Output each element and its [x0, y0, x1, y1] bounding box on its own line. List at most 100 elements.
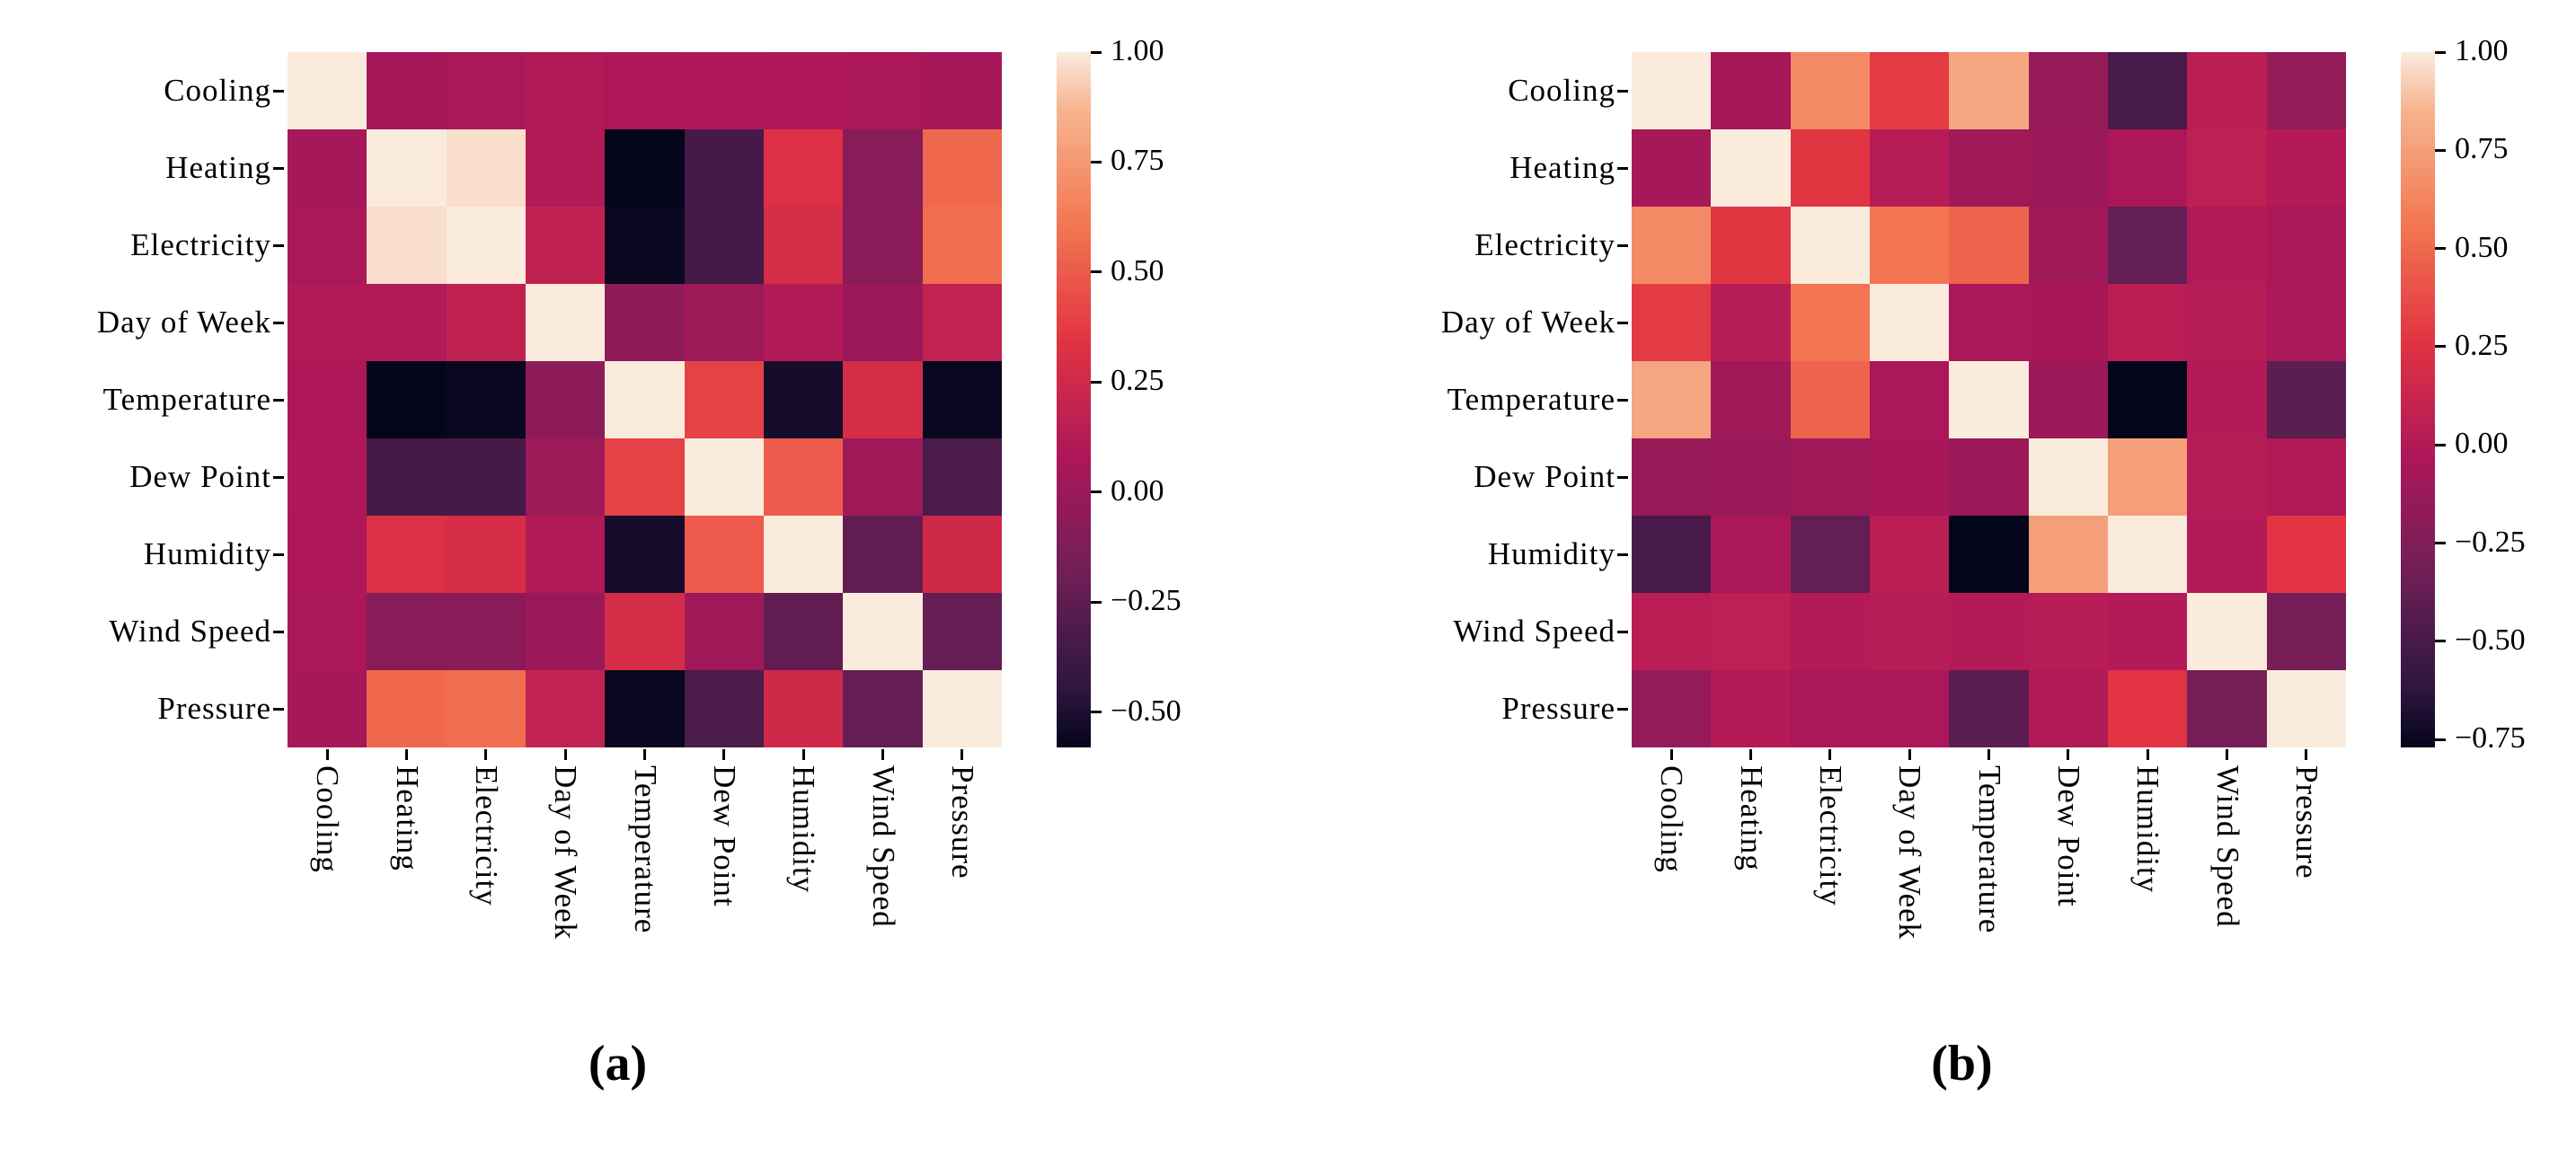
colorbar-tick-label: −0.50 [2455, 623, 2526, 658]
heatmap-cell [367, 207, 447, 284]
heatmap-cell [2266, 670, 2346, 747]
y-tick-mark [273, 552, 284, 556]
heatmap-cell [764, 593, 844, 670]
heatmap-cell [2187, 284, 2267, 361]
caption-b: (b) [1605, 1035, 2319, 1092]
heatmap-cell [2108, 516, 2188, 593]
heatmap-cell [843, 670, 923, 747]
heatmap-cell [446, 438, 526, 516]
x-tick-mark [1908, 749, 1911, 760]
x-tick-mark [1987, 749, 1990, 760]
y-axis-label: Temperature [1447, 382, 1616, 417]
heatmap-cell [684, 670, 764, 747]
x-axis-label: Pressure [944, 765, 980, 879]
heatmap-cell [764, 516, 844, 593]
colorbar-tick-label: −0.50 [1111, 694, 1182, 729]
heatmap-cell [843, 361, 923, 438]
heatmap-cell [1949, 129, 2029, 207]
heatmap-cell [922, 129, 1002, 207]
heatmap-cell [2108, 670, 2188, 747]
heatmap-cell [2028, 670, 2108, 747]
colorbar-tick-mark [1091, 380, 1102, 384]
heatmap-cell [684, 361, 764, 438]
y-axis-label: Temperature [102, 382, 271, 417]
heatmap-cell [1949, 361, 2029, 438]
heatmap-cell [2187, 516, 2267, 593]
heatmap-cell [922, 207, 1002, 284]
heatmap-cell [605, 52, 685, 129]
heatmap-cell [1632, 129, 1712, 207]
x-axis-label: Electricity [468, 765, 504, 906]
x-axis-label: Humidity [2130, 765, 2166, 894]
heatmap-cell [2187, 593, 2267, 670]
caption-a-text: (a) [588, 1036, 648, 1092]
heatmap-cell [1790, 516, 1870, 593]
heatmap-cell [1632, 52, 1712, 129]
heatmap-cell [1632, 670, 1712, 747]
heatmap-cell [367, 284, 447, 361]
x-axis-label: Wind Speed [865, 765, 901, 928]
heatmap-cell [2187, 670, 2267, 747]
colorbar-tick-mark [1091, 50, 1102, 54]
y-axis-label: Heating [165, 150, 271, 185]
heatmap-cell [288, 284, 367, 361]
y-tick-mark [1617, 630, 1628, 633]
heatmap-cell [1870, 438, 1950, 516]
colorbar-tick-mark [2435, 148, 2446, 152]
heatmap-cell [2108, 361, 2188, 438]
colorbar-tick-mark [2435, 345, 2446, 349]
caption-b-text: (b) [1931, 1036, 1993, 1092]
heatmap-cell [288, 593, 367, 670]
heatmap-cell [367, 361, 447, 438]
colorbar-tick-label: 0.25 [1111, 364, 1164, 398]
x-axis-label: Heating [1733, 765, 1769, 871]
colorbar-a [1057, 52, 1091, 747]
heatmap-cell [684, 207, 764, 284]
y-axis-label: Heating [1509, 150, 1616, 185]
y-axis-label: Day of Week [96, 305, 271, 340]
x-axis-label: Wind Speed [2209, 765, 2245, 928]
colorbar-tick-mark [2435, 640, 2446, 643]
y-axis-label: Dew Point [129, 459, 271, 494]
x-tick-mark [643, 749, 646, 760]
heatmap-cell [1949, 670, 2029, 747]
x-tick-mark [563, 749, 567, 760]
y-axis-label: Cooling [1508, 73, 1616, 108]
heatmap-cell [1790, 52, 1870, 129]
heatmap-cell [684, 52, 764, 129]
heatmap-cell [605, 593, 685, 670]
x-tick-mark [881, 749, 884, 760]
y-tick-mark [273, 707, 284, 711]
heatmap-cell [2108, 593, 2188, 670]
heatmap-cell [446, 593, 526, 670]
colorbar-tick-label: −0.25 [2455, 525, 2526, 559]
colorbar-tick-mark [1091, 711, 1102, 714]
heatmap-cell [922, 593, 1002, 670]
heatmap-cell [1870, 52, 1950, 129]
colorbar-tick-label: 0.75 [2455, 132, 2509, 166]
heatmap-cell [764, 207, 844, 284]
y-tick-mark [1617, 166, 1628, 170]
x-tick-mark [722, 749, 726, 760]
heatmap-cell [843, 52, 923, 129]
heatmap-cell [2108, 438, 2188, 516]
y-tick-mark [273, 89, 284, 93]
heatmap-cell [2187, 207, 2267, 284]
x-tick-mark [1749, 749, 1752, 760]
heatmap-cell [684, 284, 764, 361]
heatmap-cell [1949, 516, 2029, 593]
heatmap-cell [2028, 516, 2108, 593]
heatmap-cell [1711, 284, 1791, 361]
heatmap-cell [605, 129, 685, 207]
heatmap-cell [2266, 207, 2346, 284]
heatmap-cell [1870, 207, 1950, 284]
heatmap-cell [1711, 516, 1791, 593]
colorbar-tick-label: −0.25 [1111, 584, 1182, 618]
colorbar-tick-label: 1.00 [2455, 34, 2509, 68]
y-tick-mark [273, 475, 284, 479]
heatmap-cell [2266, 361, 2346, 438]
heatmap-cell [288, 670, 367, 747]
heatmap-cell [605, 284, 685, 361]
y-tick-mark [1617, 243, 1628, 247]
heatmap-cell [2266, 52, 2346, 129]
